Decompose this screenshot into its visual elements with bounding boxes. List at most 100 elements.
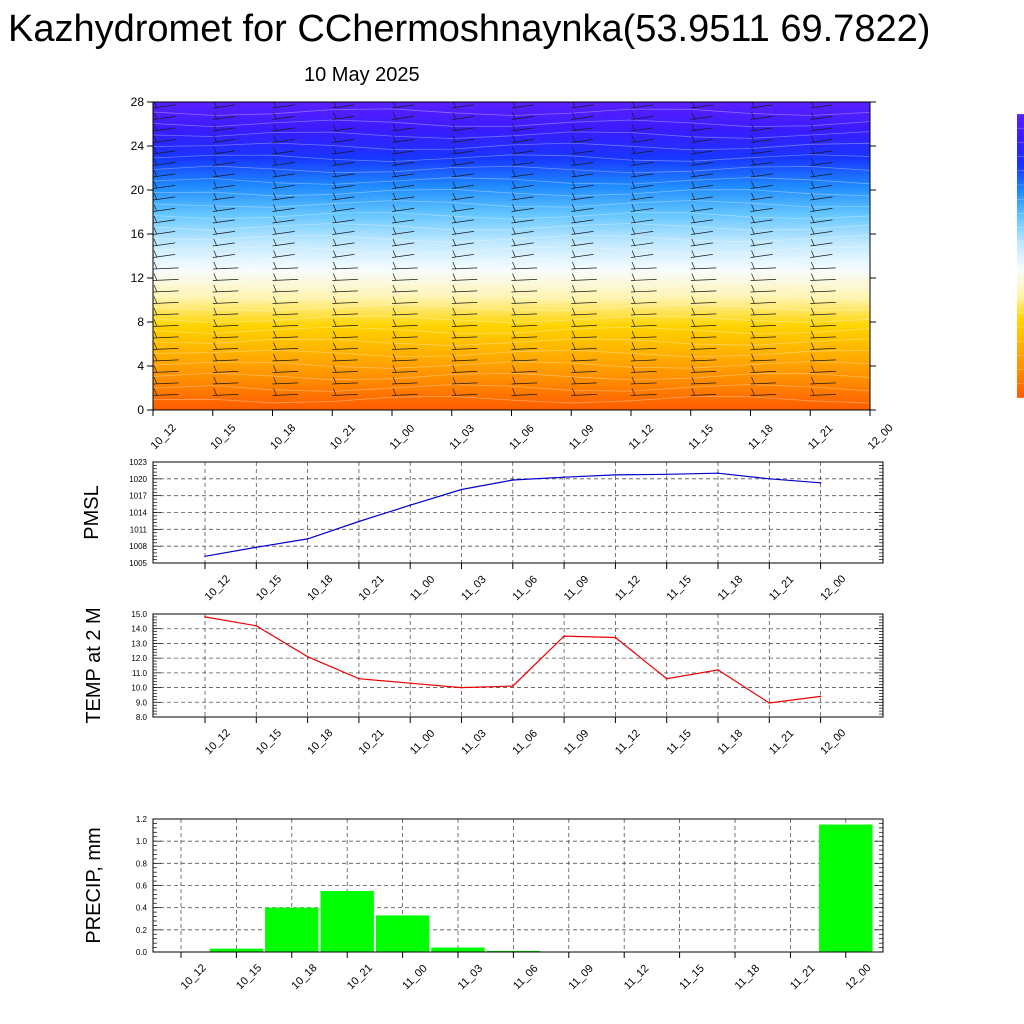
wind-barb [451,227,474,235]
wind-barb [630,296,657,304]
wind-barb [810,284,836,293]
wind-barb [690,112,713,120]
wind-barb [391,365,418,373]
wind-barb [451,319,478,327]
chart-subtitle: 10 May 2025 [304,64,420,86]
wind-barb [391,376,418,385]
y-tick-label: 1017 [129,492,147,501]
wind-barb [153,273,179,281]
wind-barb [511,376,538,385]
x-tick-label: 11_09 [562,728,592,758]
wind-barb [571,319,597,327]
x-tick-label: 10_21 [328,422,358,452]
wind-barb [391,353,418,362]
y-tick-label: 1.2 [136,815,148,824]
wind-barb [869,314,870,315]
wind-barb [750,250,773,258]
wind-barb [212,146,235,155]
y-tick-label: 1023 [129,458,147,467]
wind-barb [391,112,415,120]
wind-barbs [153,102,870,396]
x-tick-label: 11_03 [456,963,486,993]
wind-barb [750,376,777,385]
wind-barb [869,383,870,384]
wind-barb [869,291,870,292]
wind-barb [571,192,594,201]
wind-barb [212,112,235,120]
wind-barb [212,169,235,178]
wind-barb [272,388,299,396]
wind-barb [869,395,870,396]
wind-barb [630,353,657,362]
wind-barb [571,158,594,166]
x-tick-label: 11_03 [459,574,489,604]
wind-barb [391,319,418,327]
wind-barb [153,204,176,212]
wind-barb [212,261,239,270]
wind-barb [332,192,355,201]
wind-barb [511,112,534,120]
wind-barb [272,365,299,373]
colorbar [1017,113,1024,399]
panel-frame [152,818,884,953]
cross-section-fill [153,102,870,410]
panel-frame [152,461,884,564]
x-tick-label: 11_21 [806,423,836,453]
wind-barb [869,176,870,177]
wind-barb [153,192,176,201]
wind-barb [451,365,478,373]
precip-bar [320,891,374,952]
y-tick-label: 9.0 [136,698,148,707]
wind-barb [332,319,358,327]
wind-barb [272,319,299,327]
wind-barb [630,261,657,270]
wind-barb [571,365,597,373]
wind-barb [630,307,657,316]
wind-barb [810,261,836,270]
wind-barb [810,227,833,235]
wind-barb [869,119,870,120]
wind-barb [332,353,358,362]
wind-barb [571,169,594,178]
y-axis-title: TEMP at 2 M [83,607,105,723]
wind-barb [690,273,717,281]
wind-barb [451,112,474,120]
wind-barb [810,112,833,120]
wind-barb [810,376,836,385]
wind-barb [212,388,239,396]
wind-barb [272,296,299,304]
wind-barb [391,284,418,293]
wind-barb [869,188,870,189]
wind-barb [212,365,239,373]
wind-barb [212,181,235,189]
y-tick-label: 14.0 [131,625,147,634]
x-tick-label: 10_18 [268,422,298,452]
wind-barb [690,158,713,166]
wind-barb [212,158,235,166]
wind-barb [630,181,654,189]
wind-barb [153,330,179,339]
wind-barb [750,215,773,224]
wind-barb [690,227,713,235]
wind-barb [511,388,538,396]
wind-barb [690,365,717,373]
data-point [460,686,463,689]
wind-barb [869,130,870,131]
wind-barb [571,342,597,350]
wind-barb [391,215,415,224]
y-tick-label: 1020 [129,475,147,484]
wind-barb [332,284,358,293]
wind-barb [272,135,295,143]
wind-barb [810,192,833,201]
wind-barb [153,135,176,143]
wind-barb [153,112,176,120]
wind-barb [750,261,777,270]
wind-barb [810,250,833,258]
wind-barb [212,215,235,224]
wind-barb [630,146,654,155]
y-tick-label: 0.8 [136,859,148,868]
wind-barb [869,349,870,350]
x-tick-label: 11_18 [733,963,763,993]
data-point [819,695,822,698]
wind-barb [630,319,657,327]
